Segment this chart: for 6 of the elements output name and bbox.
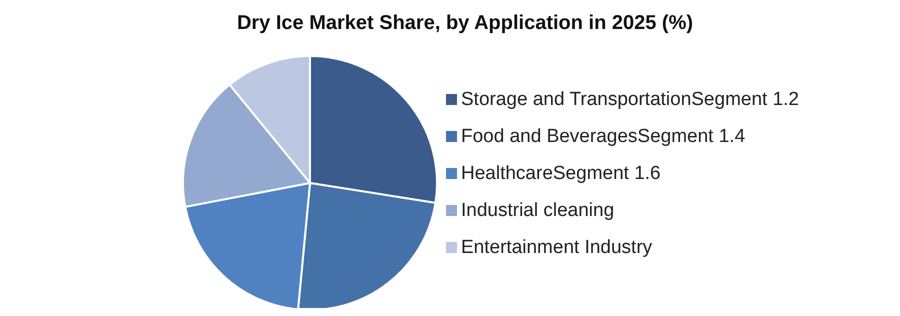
legend-label: Entertainment Industry (461, 236, 652, 258)
legend-label: Food and BeveragesSegment 1.4 (461, 126, 746, 146)
legend-label: Industrial cleaning (461, 200, 614, 220)
legend-label: Storage and TransportationSegment 1.2 (461, 88, 800, 110)
chart-title: Dry Ice Market Share, by Application in 2025 (%) (236, 11, 694, 36)
legend-label: HealthcareSegment 1.6 (461, 162, 661, 184)
